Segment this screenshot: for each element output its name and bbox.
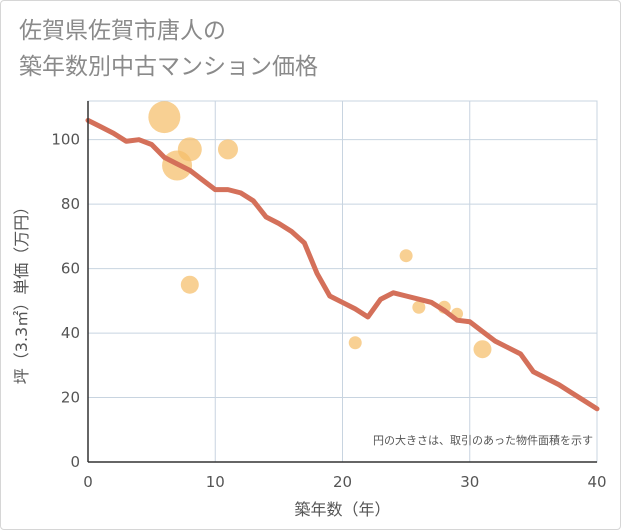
- y-tick-label: 80: [61, 195, 80, 213]
- y-tick-label: 100: [51, 131, 80, 149]
- y-tick-label: 20: [61, 389, 80, 407]
- chart-title-line1: 佐賀県佐賀市唐人の: [19, 18, 226, 44]
- data-point: [412, 300, 426, 314]
- trend-line: [85, 117, 600, 412]
- data-point: [348, 336, 362, 350]
- axes: [87, 101, 597, 463]
- data-point: [473, 340, 492, 359]
- chart-title: 佐賀県佐賀市唐人の 築年数別中古マンション価格: [19, 13, 318, 85]
- data-point: [217, 139, 238, 160]
- chart-title-line2: 築年数別中古マンション価格: [19, 54, 318, 80]
- y-tick-label: 40: [61, 324, 80, 342]
- x-tick-label: 0: [83, 473, 93, 491]
- size-note: 円の大きさは、取引のあった物件面積を示す: [373, 433, 593, 447]
- data-point: [180, 275, 199, 294]
- x-tick-label: 30: [460, 473, 479, 491]
- y-tick-label: 0: [70, 453, 80, 471]
- data-point: [148, 101, 181, 134]
- x-tick-label: 20: [333, 473, 352, 491]
- x-axis-title: 築年数（年）: [294, 500, 390, 519]
- trend-line-group: [85, 117, 600, 412]
- x-tick-label: 10: [206, 473, 225, 491]
- data-point: [177, 137, 202, 162]
- data-point: [399, 249, 413, 263]
- y-axis-title: 坪（3.3㎡）単価（万円）: [12, 199, 31, 384]
- x-tick-label: 40: [587, 473, 606, 491]
- y-tick-label: 60: [61, 260, 80, 278]
- tick-labels: 0 10 20 30 40 0 20 40 60 80 100: [51, 131, 606, 491]
